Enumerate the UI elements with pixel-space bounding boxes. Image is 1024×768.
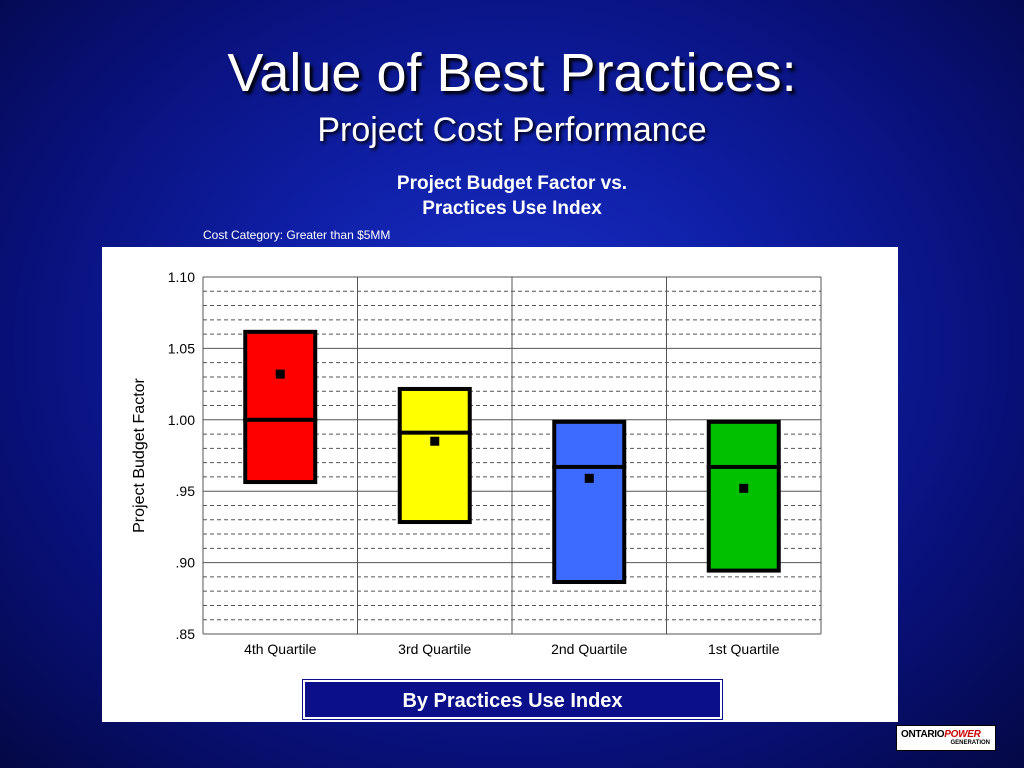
box-mean-marker bbox=[275, 369, 285, 379]
x-tick-label: 2nd Quartile bbox=[551, 641, 627, 657]
y-tick-label: 1.00 bbox=[168, 412, 195, 428]
box-fill bbox=[710, 423, 777, 569]
box-mean-marker bbox=[584, 473, 594, 483]
y-tick-label: 1.05 bbox=[168, 340, 195, 356]
chart-title-line1: Project Budget Factor vs. bbox=[396, 173, 628, 194]
box-mean-marker bbox=[739, 483, 749, 493]
chart-panel: 1.10 1.05 1.00 .95 .90 .85 Project Budget Fact… bbox=[102, 247, 898, 722]
logo-word-ontario: ONTARIO bbox=[901, 729, 945, 740]
box-median-line bbox=[397, 430, 472, 435]
chart-title-line2: Practices Use Index bbox=[422, 198, 602, 219]
logo-word-generation: GENERATION bbox=[950, 740, 990, 746]
logo-word-power: POWER bbox=[944, 729, 981, 740]
box-median-line bbox=[706, 464, 781, 469]
ontario-power-generation-logo: ONTARIOPOWER GENERATION bbox=[896, 725, 996, 751]
box-fill bbox=[247, 333, 314, 481]
box-fill bbox=[401, 390, 468, 521]
slide-title: Value of Best Practices: bbox=[227, 43, 797, 103]
cost-category-label: Cost Category: Greater than $5MM bbox=[203, 228, 391, 242]
x-tick-label: 3rd Quartile bbox=[398, 641, 471, 657]
y-tick-label: .95 bbox=[176, 483, 196, 499]
y-axis-label: Project Budget Factor bbox=[131, 377, 148, 532]
box-plot-chart: 1.10 1.05 1.00 .95 .90 .85 Project Budget Fact… bbox=[131, 269, 822, 657]
x-tick-label: 4th Quartile bbox=[244, 641, 317, 657]
chart-title: Project Budget Factor vs. Practices Use … bbox=[0, 171, 1024, 221]
slide-subtitle: Project Cost Performance bbox=[317, 111, 707, 149]
y-tick-label: 1.10 bbox=[168, 269, 195, 285]
box-fill bbox=[556, 423, 623, 581]
x-tick-label: 1st Quartile bbox=[708, 641, 780, 657]
box-mean-marker bbox=[430, 436, 440, 446]
box-median-line bbox=[243, 417, 318, 422]
xaxis-banner: By Practices Use Index bbox=[302, 679, 723, 720]
y-tick-label: .90 bbox=[176, 555, 196, 571]
y-tick-label: .85 bbox=[176, 626, 196, 642]
box-median-line bbox=[552, 464, 627, 469]
logo-wordmark: ONTARIOPOWER bbox=[901, 729, 981, 740]
